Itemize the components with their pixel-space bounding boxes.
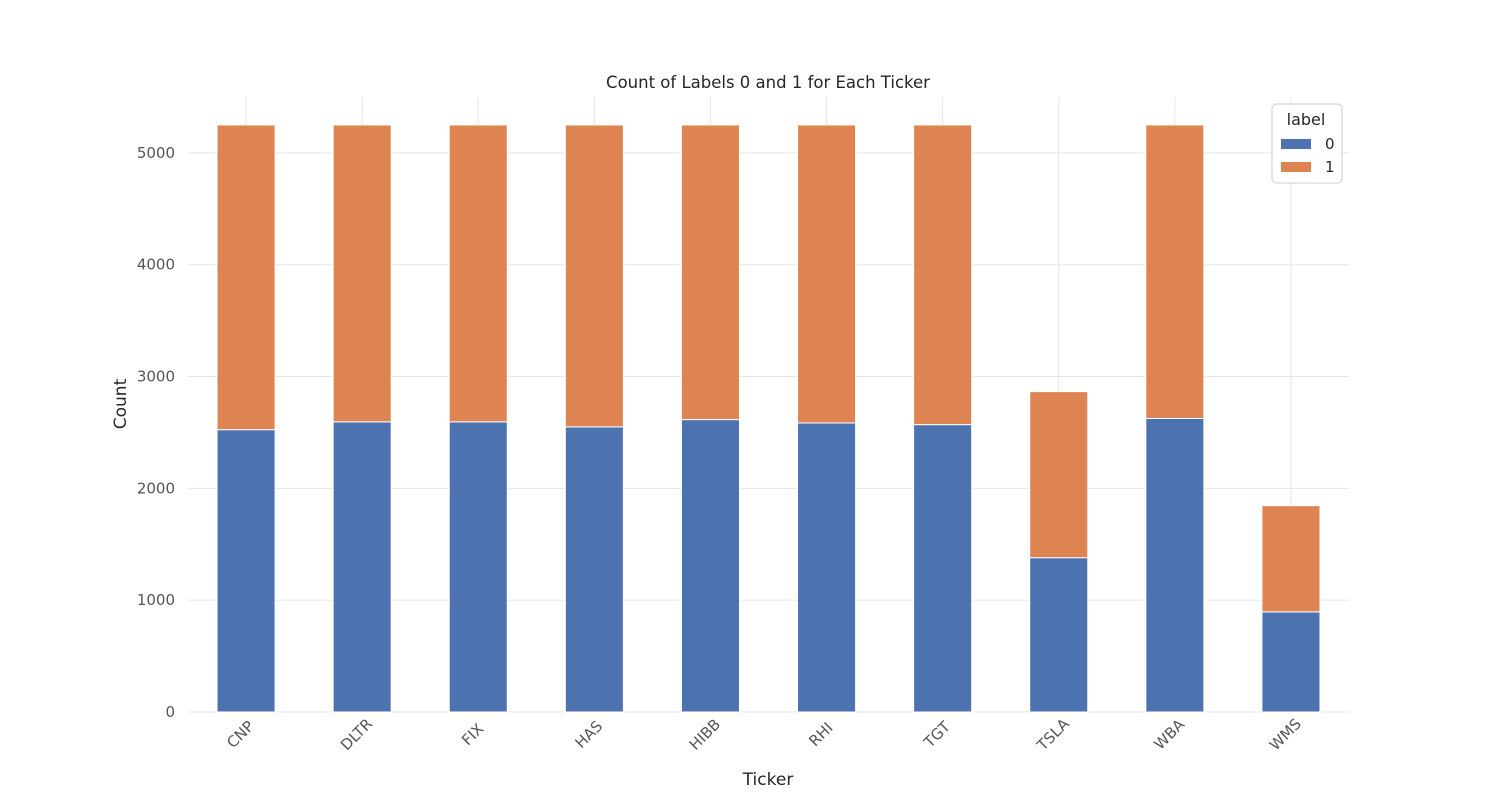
- bar-rhi-label-0: [797, 422, 857, 713]
- legend-swatch-0: [1281, 139, 1311, 149]
- legend: label 0 1: [1271, 103, 1343, 184]
- y-tick-labels: 0 1000 2000 3000 4000 5000: [137, 144, 175, 721]
- y-tick-label: 0: [165, 703, 175, 721]
- bar-tsla-label-1: [1029, 391, 1089, 559]
- y-tick-label: 5000: [137, 144, 175, 162]
- bar-hibb-label-1: [680, 124, 740, 421]
- bar-tsla-label-0: [1029, 557, 1089, 713]
- chart-title: Count of Labels 0 and 1 for Each Ticker: [606, 73, 930, 92]
- bar-wba-label-1: [1145, 124, 1205, 419]
- y-tick-label: 1000: [137, 591, 175, 609]
- legend-label-1: 1: [1325, 158, 1335, 176]
- bar-fix-label-1: [448, 124, 508, 423]
- bar-hibb-label-0: [680, 419, 740, 713]
- legend-title: label: [1287, 110, 1326, 129]
- y-axis-label: Count: [111, 378, 131, 429]
- bar-wba-label-0: [1145, 417, 1205, 713]
- bar-tgt-label-1: [913, 124, 973, 426]
- bar-cnp-label-1: [216, 124, 276, 431]
- bar-wms-label-1: [1261, 505, 1321, 613]
- bar-tgt-label-0: [913, 424, 973, 713]
- legend-label-0: 0: [1325, 135, 1335, 153]
- bar-rhi-label-1: [797, 124, 857, 424]
- bar-cnp-label-0: [216, 429, 276, 713]
- bar-dltr-label-0: [332, 421, 392, 713]
- y-tick-label: 2000: [137, 479, 175, 497]
- bar-has-label-0: [564, 426, 624, 713]
- bar-wms-label-0: [1261, 611, 1321, 713]
- x-axis-label: Ticker: [742, 770, 794, 790]
- bars: [216, 124, 1321, 713]
- y-tick-label: 4000: [137, 256, 175, 274]
- legend-swatch-1: [1281, 162, 1311, 172]
- y-tick-label: 3000: [137, 368, 175, 386]
- bar-fix-label-0: [448, 421, 508, 713]
- bar-dltr-label-1: [332, 124, 392, 423]
- bar-has-label-1: [564, 124, 624, 428]
